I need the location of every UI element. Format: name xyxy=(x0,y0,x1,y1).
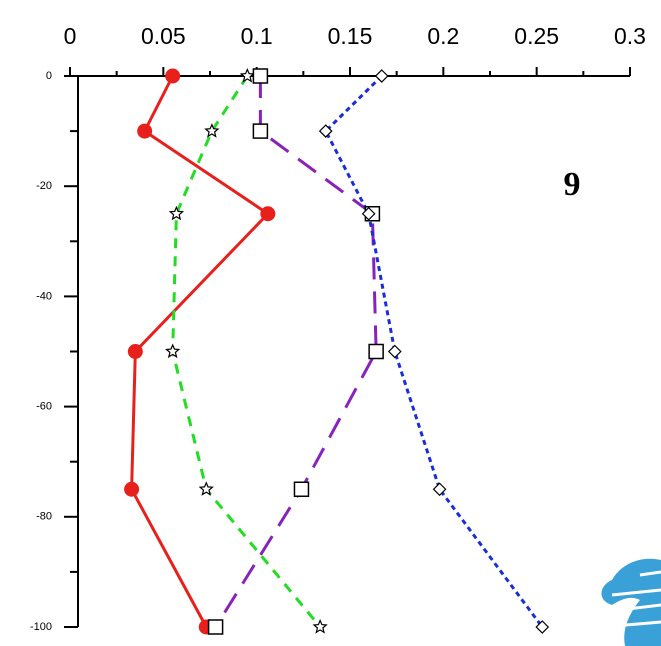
point xyxy=(166,69,180,83)
point xyxy=(253,69,267,83)
point xyxy=(261,207,275,221)
series-line xyxy=(326,76,543,627)
y-tick-label: -100 xyxy=(30,621,52,633)
y-tick-label: -40 xyxy=(36,290,52,302)
x-tick-label: 0 xyxy=(64,23,77,49)
x-tick-label: 0.25 xyxy=(514,23,559,49)
point xyxy=(138,124,152,138)
point xyxy=(253,124,267,138)
point xyxy=(209,620,223,634)
logo xyxy=(601,559,661,646)
y-tick-label: 0 xyxy=(46,70,52,82)
chart: 9 0 0.05 0.1 0.15 0.2 0.25 0.3 0 -20 -40 -60 -80 -10… xyxy=(0,0,661,646)
point xyxy=(376,70,388,82)
x-tick-label: 0.1 xyxy=(241,23,273,49)
point xyxy=(369,345,383,359)
point xyxy=(167,345,179,357)
point xyxy=(314,621,326,633)
x-tick-label: 0.05 xyxy=(141,23,186,49)
x-tick-label: 0.3 xyxy=(614,23,646,49)
point xyxy=(128,345,142,359)
y-tick-label: -20 xyxy=(36,180,52,192)
x-tick-label: 0.2 xyxy=(427,23,459,49)
series-line xyxy=(173,76,320,627)
point xyxy=(125,482,139,496)
point xyxy=(170,207,182,219)
annotation: 9 xyxy=(564,166,581,203)
x-tick-label: 0.15 xyxy=(328,23,373,49)
y-tick-label: -80 xyxy=(36,511,52,523)
series-line xyxy=(216,76,377,627)
point xyxy=(294,482,308,496)
y-tick-label: -60 xyxy=(36,401,52,413)
point xyxy=(241,70,253,82)
point xyxy=(389,346,401,358)
